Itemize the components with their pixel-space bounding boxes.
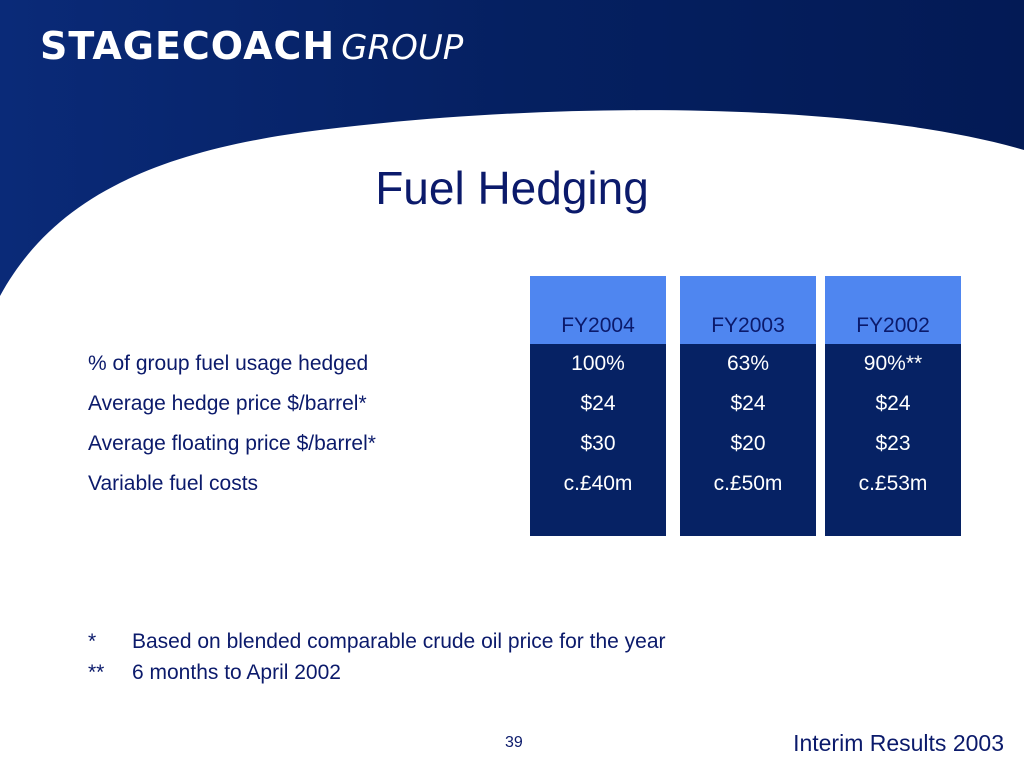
- row-label-floating-price: Average floating price $/barrel*: [88, 432, 376, 455]
- footnote-text: 6 months to April 2002: [132, 661, 341, 684]
- footnote-mark: *: [88, 630, 97, 653]
- table-cell: 63%: [726, 352, 770, 375]
- column-fy2003: FY2003 63% $24 $20 c.£50m: [680, 276, 816, 536]
- table-cell: $24: [875, 392, 911, 415]
- column-fy2002: FY2002 90%** $24 $23 c.£53m: [825, 276, 961, 536]
- footnote-double-asterisk: ** 6 months to April 2002: [88, 659, 341, 687]
- slide-title: Fuel Hedging: [375, 162, 649, 214]
- page-number: 39: [505, 734, 523, 751]
- column-header: FY2004: [530, 276, 666, 344]
- row-label-hedge-price: Average hedge price $/barrel*: [88, 392, 367, 415]
- footnote-text: Based on blended comparable crude oil pr…: [132, 630, 666, 653]
- table-cell: $23: [875, 432, 911, 455]
- header-swoosh-background: [0, 0, 1024, 296]
- row-label-fuel-hedged: % of group fuel usage hedged: [88, 352, 369, 375]
- column-header: FY2003: [680, 276, 816, 344]
- table-cell: $30: [580, 432, 616, 455]
- table-cell: c.£50m: [713, 472, 783, 495]
- footnote-mark: **: [88, 661, 105, 684]
- logo-wordmark: STAGECOACH: [40, 24, 336, 68]
- table-cell: c.£53m: [858, 472, 928, 495]
- row-label-fuel-costs: Variable fuel costs: [88, 472, 259, 495]
- footer-title: Interim Results 2003: [793, 730, 1004, 756]
- column-header: FY2002: [825, 276, 961, 344]
- footnote-single-asterisk: * Based on blended comparable crude oil p…: [88, 628, 666, 656]
- logo-group-text: GROUP: [341, 28, 464, 68]
- table-cell: 90%**: [863, 352, 923, 375]
- table-cell: c.£40m: [563, 472, 633, 495]
- table-cell: $20: [730, 432, 766, 455]
- table-cell: $24: [580, 392, 616, 415]
- table-cell: 100%: [571, 352, 625, 375]
- company-logo: STAGECOACH GROUP: [40, 24, 463, 74]
- column-header-label: FY2003: [711, 314, 785, 337]
- table-cell: $24: [730, 392, 766, 415]
- column-header-label: FY2004: [561, 314, 635, 337]
- column-header-label: FY2002: [856, 314, 930, 337]
- column-fy2004: FY2004 100% $24 $30 c.£40m: [530, 276, 666, 536]
